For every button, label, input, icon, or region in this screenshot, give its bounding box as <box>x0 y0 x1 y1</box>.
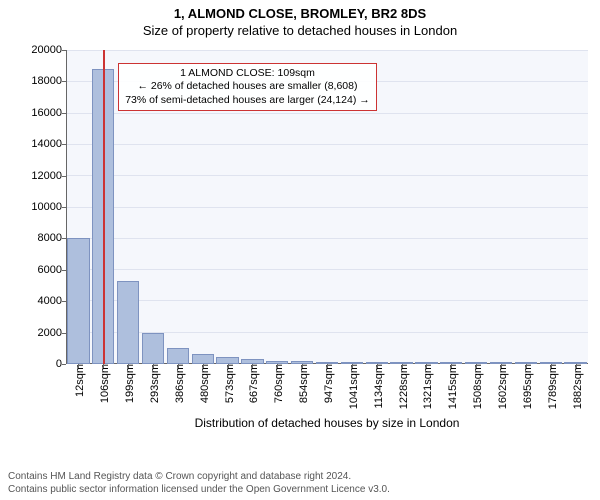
xtick-mark <box>576 364 577 368</box>
xtick-label: 386sqm <box>170 364 186 403</box>
ytick-mark <box>62 238 66 239</box>
xtick-label: 480sqm <box>195 364 211 403</box>
xtick-mark <box>451 364 452 368</box>
ytick-mark <box>62 113 66 114</box>
xtick-mark <box>476 364 477 368</box>
xtick-label: 1695sqm <box>518 364 534 409</box>
xtick-mark <box>426 364 427 368</box>
ytick-label: 18000 <box>31 75 66 87</box>
ytick-mark <box>62 144 66 145</box>
bar <box>192 354 214 364</box>
chart-container: Number of detached properties 12sqm106sq… <box>0 44 600 444</box>
xtick-mark <box>153 364 154 368</box>
xtick-label: 1882sqm <box>568 364 584 409</box>
xtick-mark <box>178 364 179 368</box>
bar-slot: 1882sqm <box>563 50 588 364</box>
ytick-label: 12000 <box>31 170 66 182</box>
xtick-label: 1134sqm <box>369 364 385 408</box>
xtick-mark <box>252 364 253 368</box>
xtick-label: 854sqm <box>294 364 310 403</box>
xtick-mark <box>551 364 552 368</box>
xtick-label: 667sqm <box>244 364 260 403</box>
xtick-mark <box>501 364 502 368</box>
ytick-label: 10000 <box>31 201 66 213</box>
xtick-mark <box>78 364 79 368</box>
xtick-label: 106sqm <box>95 364 111 403</box>
page-title: 1, ALMOND CLOSE, BROMLEY, BR2 8DS <box>0 0 600 21</box>
ytick-mark <box>62 301 66 302</box>
xtick-mark <box>103 364 104 368</box>
annotation-line2: ← 26% of detached houses are smaller (8,… <box>125 80 370 94</box>
ytick-mark <box>62 333 66 334</box>
ytick-label: 16000 <box>31 107 66 119</box>
bar-slot: 1321sqm <box>414 50 439 364</box>
page-subtitle: Size of property relative to detached ho… <box>0 21 600 42</box>
xtick-label: 1415sqm <box>443 364 459 409</box>
ytick-mark <box>62 176 66 177</box>
footer-line2: Contains public sector information licen… <box>8 484 592 497</box>
annotation-line3: 73% of semi-detached houses are larger (… <box>125 94 370 108</box>
ytick-label: 20000 <box>31 44 66 56</box>
bar <box>117 281 139 364</box>
xtick-label: 199sqm <box>120 364 136 403</box>
xtick-mark <box>352 364 353 368</box>
ytick-mark <box>62 270 66 271</box>
xtick-mark <box>302 364 303 368</box>
xtick-label: 760sqm <box>269 364 285 403</box>
footer-line1: Contains HM Land Registry data © Crown c… <box>8 471 592 484</box>
xtick-label: 947sqm <box>319 364 335 403</box>
bar-slot: 1602sqm <box>489 50 514 364</box>
annotation-line1: 1 ALMOND CLOSE: 109sqm <box>125 67 370 81</box>
bar <box>167 348 189 364</box>
xtick-label: 293sqm <box>145 364 161 403</box>
xtick-mark <box>203 364 204 368</box>
xtick-mark <box>377 364 378 368</box>
bar-slot: 12sqm <box>66 50 91 364</box>
bar-slot: 1415sqm <box>439 50 464 364</box>
bar <box>142 333 164 364</box>
xtick-label: 1508sqm <box>468 364 484 409</box>
ytick-label: 14000 <box>31 138 66 150</box>
ytick-mark <box>62 364 66 365</box>
xtick-label: 573sqm <box>220 364 236 403</box>
bar <box>216 357 238 364</box>
ytick-mark <box>62 50 66 51</box>
xtick-label: 1041sqm <box>344 364 360 409</box>
xtick-label: 12sqm <box>70 364 86 397</box>
ytick-mark <box>62 207 66 208</box>
ytick-mark <box>62 81 66 82</box>
bar-slot: 1508sqm <box>464 50 489 364</box>
xtick-label: 1228sqm <box>394 364 410 409</box>
xtick-mark <box>327 364 328 368</box>
footer: Contains HM Land Registry data © Crown c… <box>8 471 592 496</box>
xtick-label: 1789sqm <box>543 364 559 409</box>
xtick-mark <box>277 364 278 368</box>
xtick-mark <box>228 364 229 368</box>
bar-slot: 1789sqm <box>538 50 563 364</box>
xtick-mark <box>128 364 129 368</box>
highlight-line <box>103 50 105 364</box>
plot-area: 12sqm106sqm199sqm293sqm386sqm480sqm573sq… <box>66 50 588 364</box>
annotation-box: 1 ALMOND CLOSE: 109sqm ← 26% of detached… <box>118 63 377 112</box>
xtick-mark <box>526 364 527 368</box>
bar-slot: 1695sqm <box>513 50 538 364</box>
xtick-mark <box>402 364 403 368</box>
xtick-label: 1602sqm <box>493 364 509 409</box>
bar <box>67 238 89 364</box>
x-axis-label: Distribution of detached houses by size … <box>66 416 588 430</box>
bar-slot: 1228sqm <box>389 50 414 364</box>
xtick-label: 1321sqm <box>418 364 434 409</box>
